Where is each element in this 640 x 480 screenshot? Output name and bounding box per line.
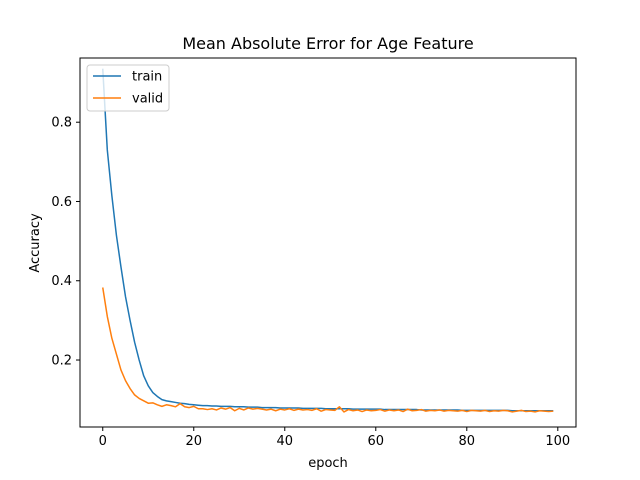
x-tick-label: 100 — [545, 434, 570, 449]
x-axis-label: epoch — [308, 456, 348, 471]
y-tick-label: 0.8 — [51, 116, 72, 131]
series-lines — [102, 68, 554, 413]
axis-ticks: 0 20 40 60 80 100 0.2 0.4 0.6 0.8 — [51, 116, 570, 449]
plot-frame — [79, 57, 577, 428]
x-tick-label: 60 — [368, 434, 385, 449]
legend-label-train: train — [132, 70, 162, 85]
x-tick-label: 0 — [99, 434, 107, 449]
x-tick-label: 40 — [276, 434, 293, 449]
y-axis-label: Accuracy — [28, 213, 43, 273]
series-line-valid — [102, 287, 554, 413]
x-tick-label: 20 — [185, 434, 202, 449]
chart-title: Mean Absolute Error for Age Feature — [182, 34, 473, 53]
y-tick-label: 0.6 — [51, 195, 72, 210]
y-tick-label: 0.2 — [51, 354, 72, 369]
x-tick-label: 80 — [459, 434, 476, 449]
legend-label-valid: valid — [132, 92, 163, 107]
legend: train valid — [86, 64, 170, 112]
y-tick-label: 0.4 — [51, 274, 72, 289]
